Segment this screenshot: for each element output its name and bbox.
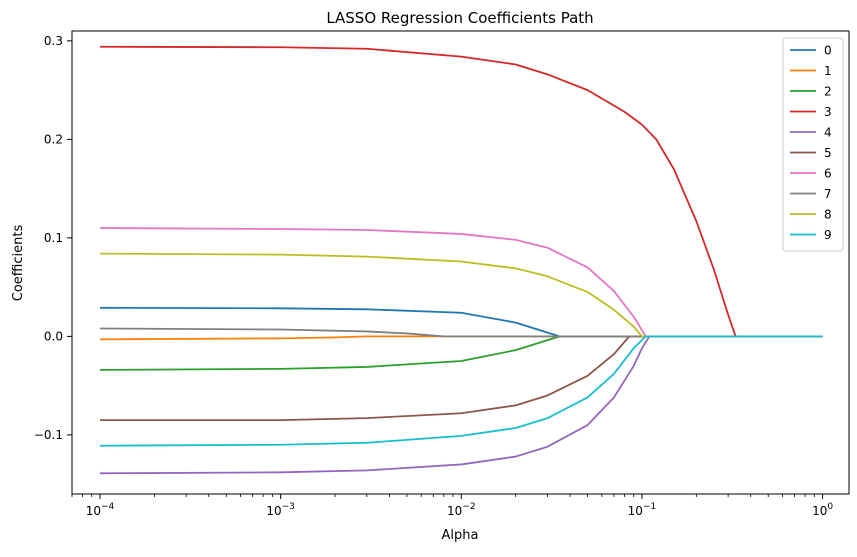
series-line-4 bbox=[99, 335, 823, 475]
plot-lines bbox=[99, 45, 823, 475]
x-tick-label: 10−1 bbox=[628, 502, 657, 518]
series-line-9 bbox=[99, 335, 823, 447]
legend-label: 1 bbox=[824, 64, 832, 78]
x-tick-label: 100 bbox=[812, 502, 833, 518]
series-line-7 bbox=[99, 327, 823, 338]
legend-label: 0 bbox=[824, 44, 832, 58]
series-line-0 bbox=[99, 306, 823, 338]
y-tick-label: −0.1 bbox=[34, 428, 63, 442]
axis-ticks: 10−4 10−3 10−2 10−1 100 −0.1 0.0 0.1 0.2 0.3 bbox=[34, 34, 834, 518]
x-tick-label: 10−4 bbox=[86, 502, 115, 518]
legend-label: 2 bbox=[824, 85, 832, 99]
series-line-3 bbox=[99, 45, 823, 338]
plot-frame bbox=[71, 30, 850, 495]
series-line-8 bbox=[99, 252, 823, 338]
legend-label: 7 bbox=[824, 187, 832, 201]
x-tick-label: 10−2 bbox=[447, 502, 476, 518]
legend-label: 4 bbox=[824, 126, 832, 140]
series-line-6 bbox=[99, 227, 823, 338]
y-axis-label: Coefficients bbox=[11, 225, 26, 302]
x-axis-label: Alpha bbox=[442, 528, 479, 543]
y-tick-label: 0.2 bbox=[44, 132, 63, 146]
y-tick-label: 0.3 bbox=[44, 34, 63, 48]
legend: 0 1 2 3 4 5 6 7 8 9 bbox=[782, 37, 844, 252]
series-line-2 bbox=[99, 335, 823, 371]
legend-label: 3 bbox=[824, 105, 832, 119]
legend-label: 8 bbox=[824, 208, 832, 222]
x-tick-label: 10−3 bbox=[266, 502, 295, 518]
legend-label: 5 bbox=[824, 146, 832, 160]
y-tick-label: 0.0 bbox=[44, 329, 63, 343]
legend-label: 9 bbox=[824, 228, 832, 242]
legend-label: 6 bbox=[824, 167, 832, 181]
y-tick-label: 0.1 bbox=[44, 231, 63, 245]
series-line-5 bbox=[99, 335, 823, 422]
chart-title: LASSO Regression Coefficients Path bbox=[326, 9, 593, 27]
